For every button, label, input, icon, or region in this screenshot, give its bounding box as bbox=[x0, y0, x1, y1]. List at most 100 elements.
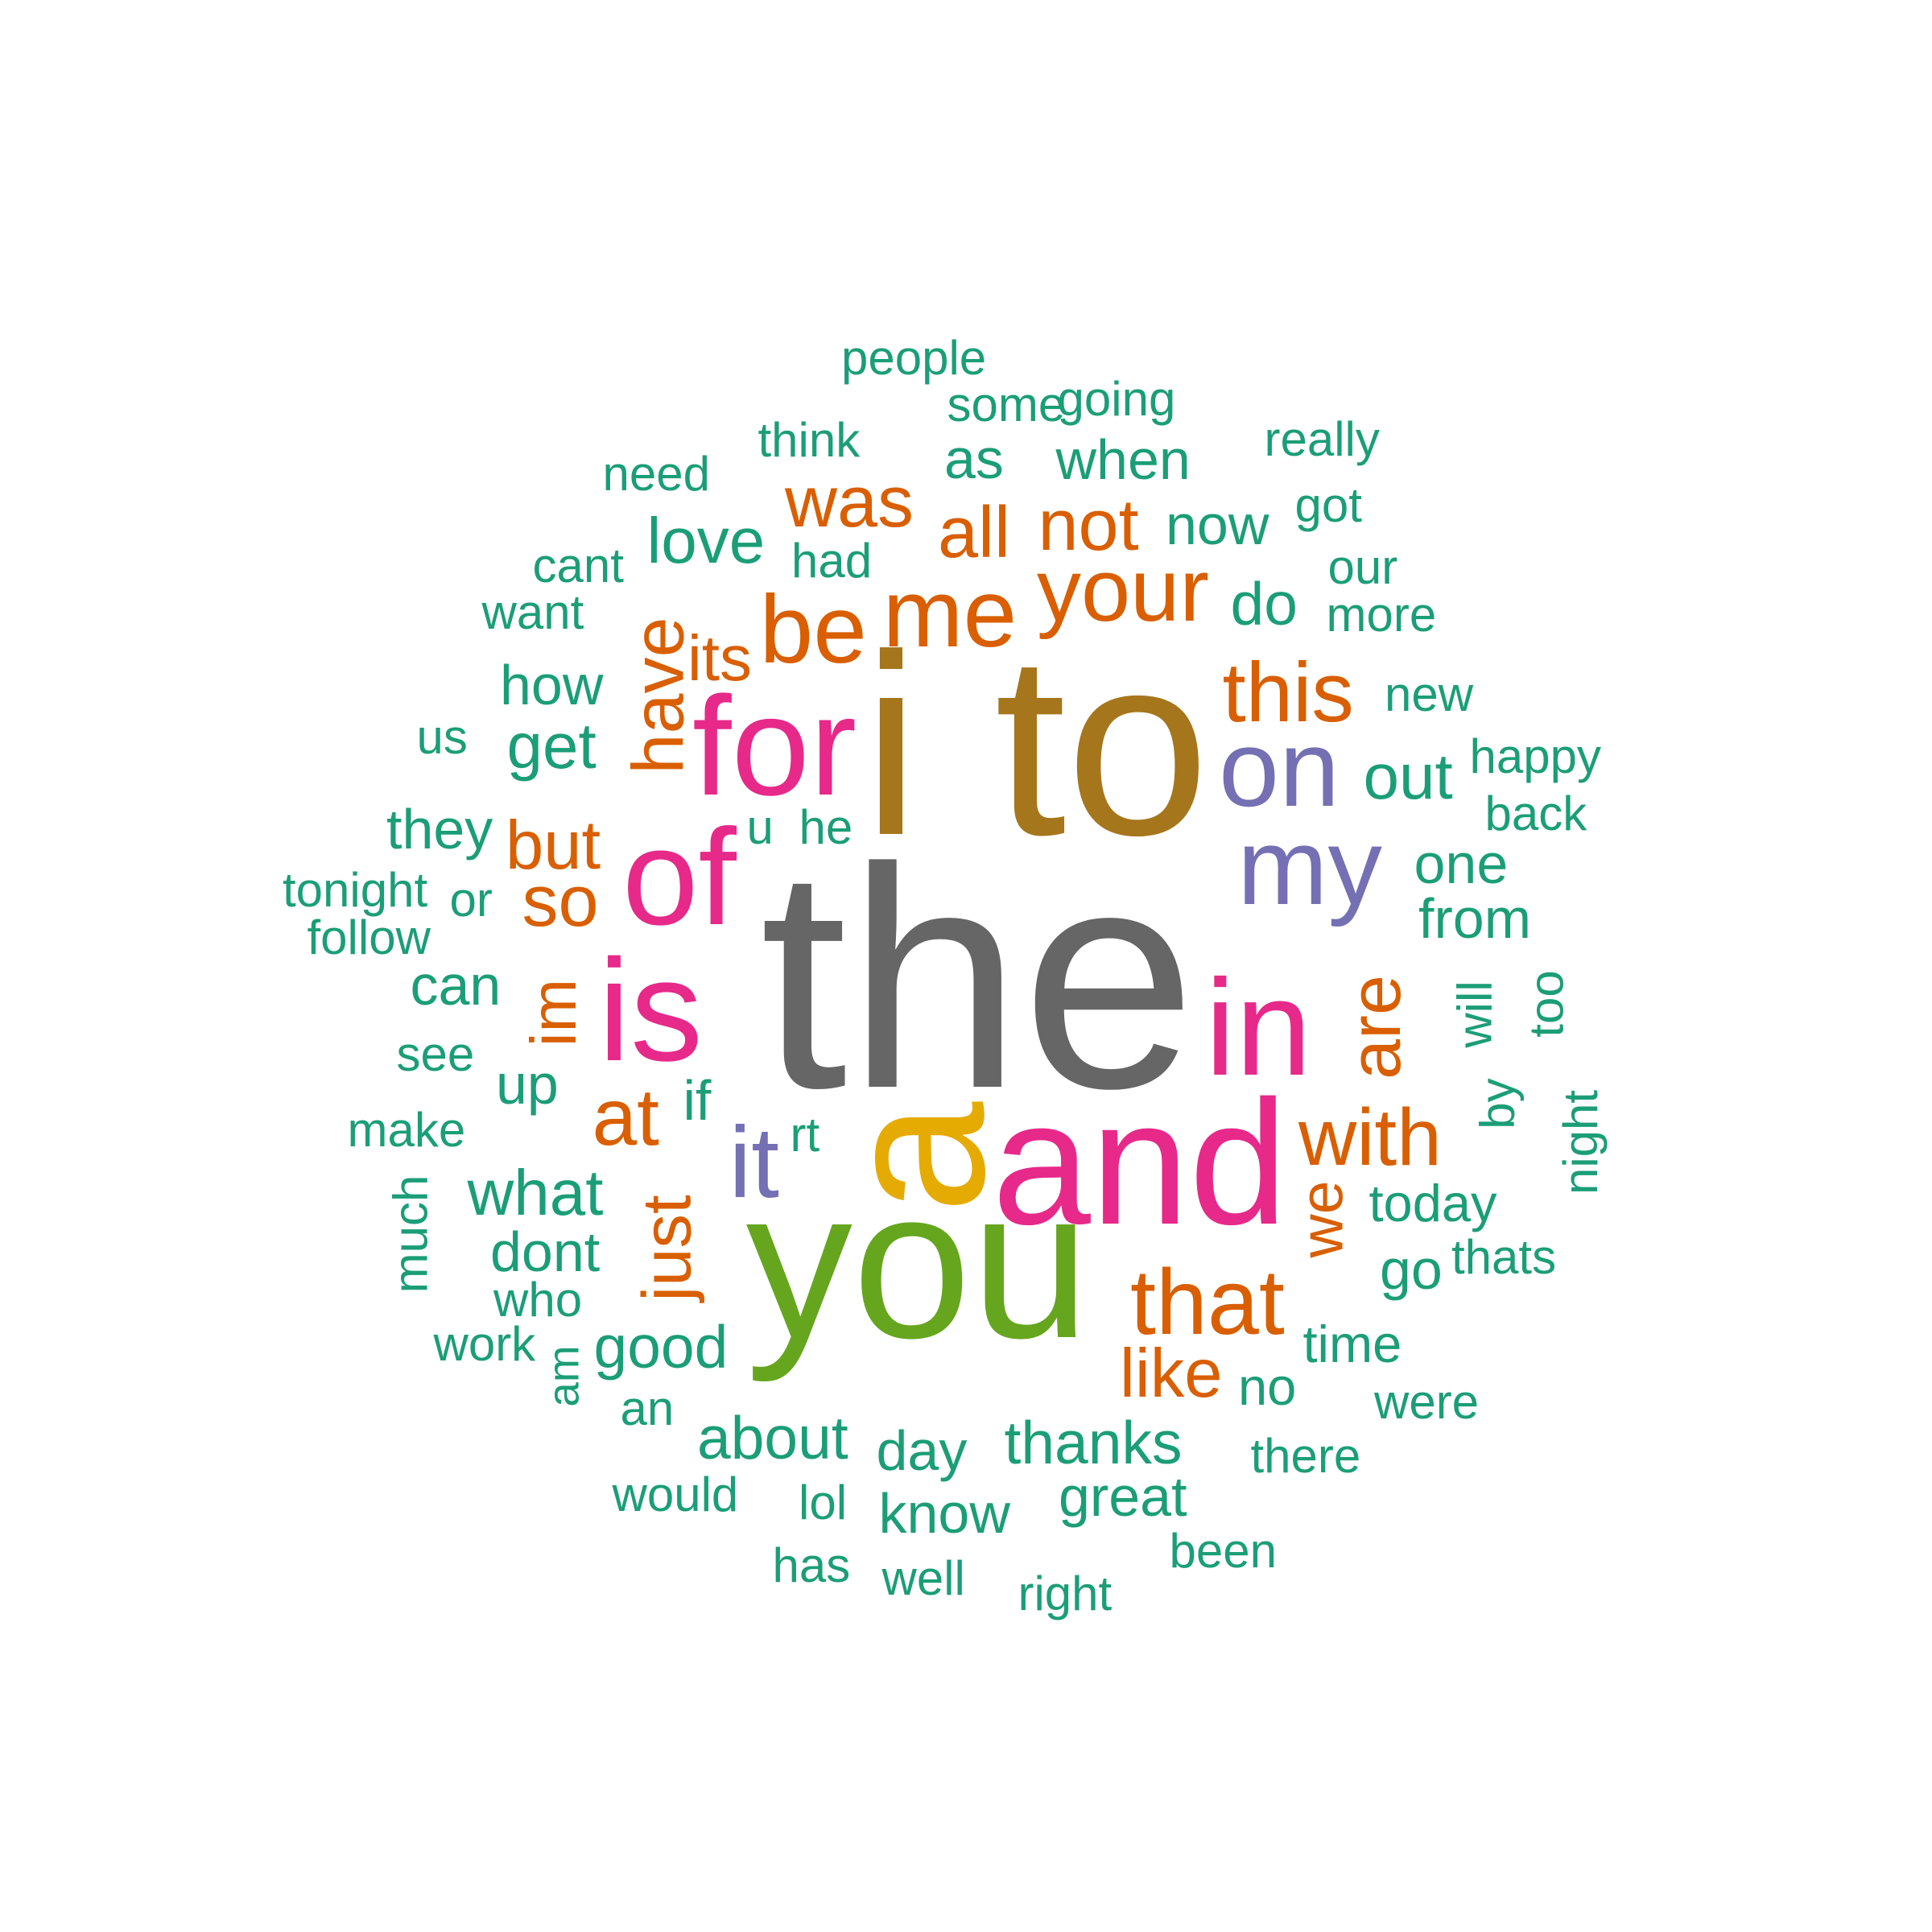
word-just: just bbox=[629, 1194, 706, 1302]
word-the: the bbox=[760, 803, 1197, 1154]
word-dont: dont bbox=[490, 1220, 601, 1283]
word-if: if bbox=[683, 1069, 712, 1132]
word-with: with bbox=[1298, 1092, 1442, 1183]
word-about: about bbox=[697, 1403, 848, 1472]
word-on: on bbox=[1219, 707, 1340, 829]
word-good: good bbox=[593, 1312, 729, 1381]
word-we: we bbox=[1287, 1180, 1356, 1257]
word-one: one bbox=[1414, 832, 1509, 895]
word-us: us bbox=[416, 710, 468, 764]
word-has: has bbox=[772, 1538, 851, 1592]
word-im: im bbox=[518, 978, 590, 1047]
word-like: like bbox=[1120, 1335, 1223, 1412]
word-great: great bbox=[1059, 1465, 1187, 1528]
word-night: night bbox=[1554, 1089, 1608, 1195]
word-do: do bbox=[1230, 569, 1298, 638]
word-my: my bbox=[1237, 805, 1382, 927]
word-from: from bbox=[1418, 887, 1531, 950]
word-tonight: tonight bbox=[283, 863, 428, 917]
word-some: some bbox=[947, 378, 1066, 431]
word-people: people bbox=[841, 331, 987, 385]
word-go: go bbox=[1380, 1238, 1443, 1301]
word-but: but bbox=[506, 807, 601, 884]
word-be: be bbox=[759, 576, 867, 683]
word-need: need bbox=[602, 447, 710, 501]
word-had: had bbox=[791, 534, 873, 588]
word-think: think bbox=[758, 413, 861, 467]
word-am: am bbox=[538, 1344, 588, 1407]
word-up: up bbox=[496, 1053, 559, 1116]
word-so: so bbox=[522, 861, 599, 942]
word-he: he bbox=[799, 800, 853, 854]
word-lol: lol bbox=[799, 1476, 848, 1530]
word-this: this bbox=[1222, 645, 1354, 740]
word-there: there bbox=[1250, 1429, 1361, 1483]
word-is: is bbox=[598, 930, 703, 1092]
word-not: not bbox=[1038, 485, 1139, 566]
word-make: make bbox=[347, 1103, 466, 1157]
word-day: day bbox=[876, 1419, 968, 1482]
word-too: too bbox=[1519, 970, 1574, 1038]
word-by: by bbox=[1470, 1078, 1525, 1129]
word-will: will bbox=[1447, 980, 1502, 1048]
word-today: today bbox=[1368, 1173, 1497, 1232]
word-me: me bbox=[882, 559, 1018, 667]
word-are: are bbox=[1335, 974, 1417, 1080]
word-to: to bbox=[994, 601, 1210, 889]
word-would: would bbox=[612, 1468, 739, 1521]
word-in: in bbox=[1205, 952, 1312, 1104]
word-see: see bbox=[396, 1027, 475, 1081]
word-right: right bbox=[1018, 1567, 1113, 1620]
word-out: out bbox=[1363, 741, 1453, 812]
word-happy: happy bbox=[1469, 729, 1601, 783]
word-it: it bbox=[729, 1106, 780, 1219]
word-our: our bbox=[1327, 540, 1398, 594]
word-follow: follow bbox=[307, 910, 431, 964]
word-more: more bbox=[1326, 588, 1437, 642]
word-love: love bbox=[646, 505, 766, 576]
word-new: new bbox=[1385, 667, 1474, 721]
word-get: get bbox=[506, 710, 597, 782]
word-your: your bbox=[1037, 541, 1209, 640]
word-thats: thats bbox=[1451, 1230, 1557, 1284]
word-and: and bbox=[992, 1063, 1288, 1261]
word-of: of bbox=[622, 801, 737, 954]
word-time: time bbox=[1302, 1314, 1402, 1373]
word-got: got bbox=[1294, 478, 1362, 532]
word-they: they bbox=[386, 798, 493, 861]
word-who: who bbox=[493, 1273, 583, 1327]
word-much: much bbox=[382, 1174, 437, 1294]
word-for: for bbox=[692, 667, 857, 825]
word-cant: cant bbox=[532, 539, 624, 592]
word-or: or bbox=[449, 873, 493, 927]
word-want: want bbox=[481, 585, 584, 639]
word-really: really bbox=[1264, 412, 1380, 466]
word-well: well bbox=[881, 1551, 965, 1605]
word-as: as bbox=[944, 427, 1004, 490]
word-have: have bbox=[618, 617, 700, 774]
word-an: an bbox=[620, 1381, 675, 1435]
word-thanks: thanks bbox=[1004, 1408, 1183, 1476]
word-its: its bbox=[687, 622, 752, 694]
word-were: were bbox=[1374, 1375, 1480, 1429]
word-at: at bbox=[592, 1072, 659, 1162]
word-how: how bbox=[500, 654, 604, 716]
word-can: can bbox=[410, 954, 502, 1017]
word-i: i bbox=[862, 601, 920, 889]
word-what: what bbox=[467, 1157, 604, 1228]
word-been: been bbox=[1169, 1524, 1277, 1578]
word-you: you bbox=[745, 1144, 1090, 1383]
word-work: work bbox=[433, 1317, 536, 1371]
word-now: now bbox=[1166, 493, 1269, 556]
word-when: when bbox=[1055, 428, 1191, 491]
word-back: back bbox=[1484, 786, 1587, 840]
word-all: all bbox=[938, 493, 1011, 573]
word-was: was bbox=[785, 462, 914, 543]
word-that: that bbox=[1130, 1250, 1285, 1354]
word-rt: rt bbox=[790, 1108, 820, 1162]
word-no: no bbox=[1238, 1356, 1297, 1416]
word-know: know bbox=[878, 1482, 1010, 1545]
word-going: going bbox=[1057, 372, 1176, 426]
word-u: u bbox=[746, 800, 774, 854]
